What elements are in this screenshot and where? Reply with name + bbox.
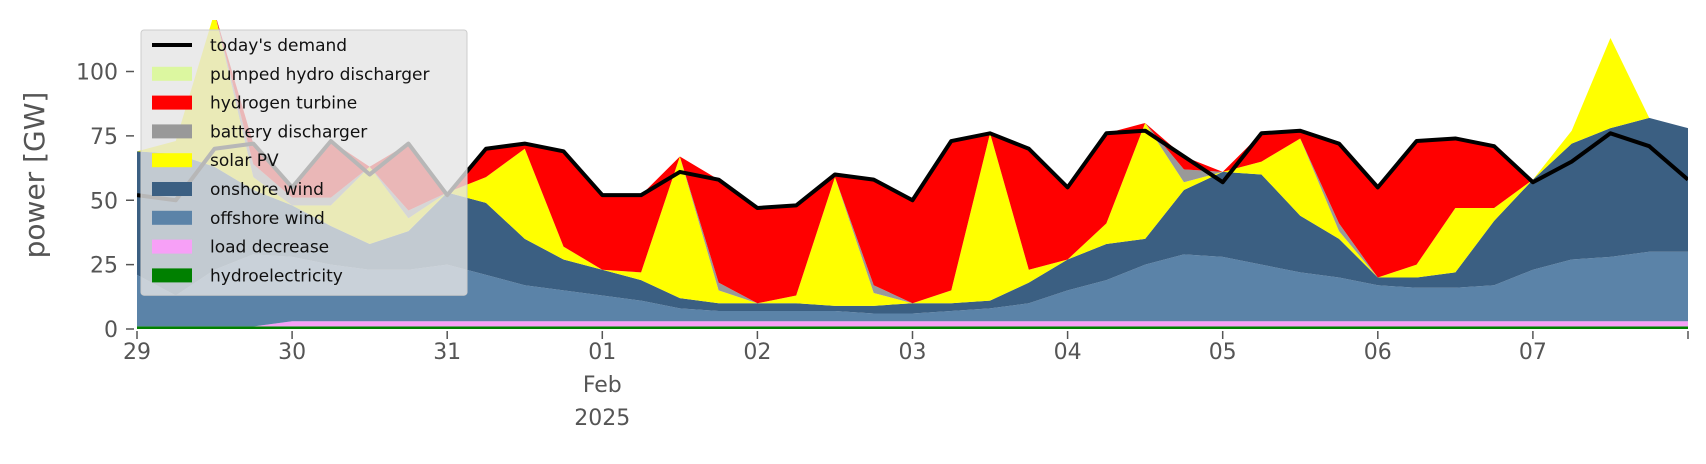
legend: today's demand pumped hydro discharger hyd… — [140, 29, 468, 296]
legend-box — [140, 29, 468, 296]
legend-swatch — [152, 66, 192, 81]
legend-swatch — [152, 182, 192, 196]
x-tick-label: 29 — [123, 340, 151, 365]
x-tick-label: 03 — [899, 340, 927, 365]
legend-label: onshore wind — [210, 180, 324, 200]
legend-label: solar PV — [210, 151, 279, 171]
x-tick-label: 07 — [1519, 340, 1547, 365]
legend-label: pumped hydro discharger — [210, 65, 429, 85]
legend-swatch — [152, 239, 192, 254]
legend-swatch — [152, 124, 192, 139]
legend-label: load decrease — [210, 238, 329, 258]
x-tick-label: 04 — [1054, 340, 1082, 365]
legend-label: today's demand — [210, 36, 347, 56]
x-tick-label: 30 — [278, 340, 306, 365]
y-tick-label: 0 — [104, 318, 118, 343]
legend-label: hydroelectricity — [210, 266, 343, 286]
legend-label: hydrogen turbine — [210, 94, 357, 114]
y-tick-label: 25 — [90, 254, 118, 279]
x-tick-label: 02 — [743, 340, 771, 365]
legend-label: offshore wind — [210, 209, 325, 229]
x-tick-label: 05 — [1209, 340, 1237, 365]
area — [137, 20, 1688, 304]
legend-swatch — [152, 268, 192, 283]
area — [137, 20, 1688, 306]
axes: 0 25 50 75 100 29 30 31 01 Feb 2025 02 03 04 05 06 07 — [76, 61, 1689, 431]
y-tick-label: 50 — [90, 189, 118, 214]
area — [137, 251, 1688, 327]
area — [137, 117, 1688, 314]
y-axis-label: power [GW] — [18, 92, 51, 259]
legend-swatch — [152, 153, 192, 168]
legend-swatch — [152, 210, 192, 225]
legend-label: battery discharger — [210, 122, 367, 142]
x-tick-label: 31 — [433, 340, 461, 365]
area — [137, 326, 1688, 329]
x-tick-label: 06 — [1364, 340, 1392, 365]
area — [137, 321, 1688, 327]
y-tick-label: 75 — [90, 125, 118, 150]
legend-swatch — [152, 95, 192, 110]
x-tick-label: 01 Feb 2025 — [574, 340, 630, 431]
y-tick-label: 100 — [76, 61, 118, 86]
